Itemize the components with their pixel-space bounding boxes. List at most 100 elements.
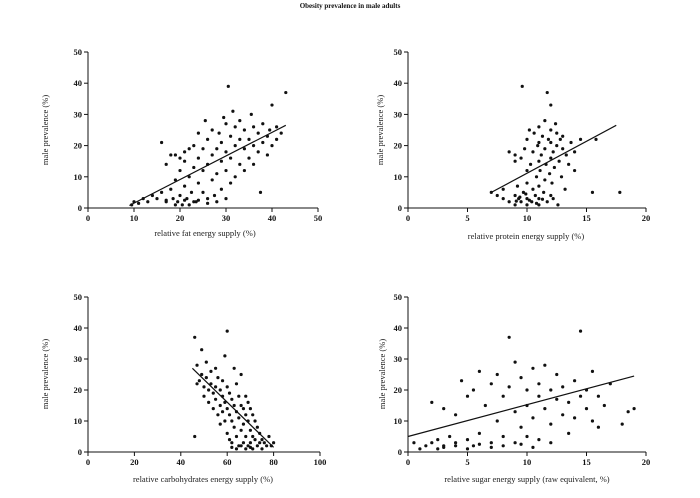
- data-point: [176, 200, 180, 204]
- data-point: [216, 376, 220, 380]
- data-point: [555, 372, 559, 377]
- data-point: [596, 425, 601, 429]
- data-point: [207, 400, 211, 404]
- data-point: [239, 444, 243, 448]
- data-point: [267, 434, 271, 439]
- data-point: [539, 153, 543, 157]
- data-point: [551, 197, 555, 201]
- y-tick-label: 10: [74, 416, 83, 426]
- data-point: [225, 385, 229, 389]
- data-point: [430, 400, 434, 404]
- data-point: [241, 441, 246, 445]
- data-point: [424, 444, 428, 448]
- y-axis-label: male prevalence (%): [40, 339, 50, 409]
- y-tick-label: 40: [394, 323, 403, 333]
- data-point: [230, 445, 234, 449]
- data-point: [218, 388, 222, 392]
- data-point: [230, 397, 234, 401]
- y-tick-label: 10: [394, 416, 403, 426]
- data-point: [233, 175, 237, 179]
- data-point: [513, 159, 517, 163]
- data-point: [206, 197, 210, 201]
- y-axis-label: male prevalence (%): [377, 339, 387, 409]
- data-point: [465, 394, 470, 398]
- x-axis-label: relative protein energy supply (%): [468, 231, 585, 241]
- data-point: [204, 376, 208, 380]
- data-point: [192, 165, 196, 170]
- data-point: [229, 181, 233, 185]
- data-point: [543, 147, 547, 151]
- data-point: [258, 190, 263, 194]
- data-point: [248, 407, 252, 411]
- data-point: [548, 172, 552, 176]
- data-point: [533, 193, 537, 198]
- data-point: [217, 131, 221, 135]
- data-point: [226, 84, 230, 88]
- x-tick-label: 0: [86, 457, 90, 467]
- data-point: [543, 407, 547, 411]
- x-tick-label: 5: [465, 213, 469, 223]
- data-point: [549, 193, 553, 198]
- data-point: [454, 413, 458, 417]
- data-point: [549, 388, 553, 392]
- data-point: [537, 140, 541, 145]
- data-point: [477, 431, 481, 435]
- x-tick-label: 20: [642, 213, 651, 223]
- x-tick-label: 30: [222, 213, 231, 223]
- data-point: [524, 192, 528, 196]
- data-point: [193, 434, 197, 439]
- data-point: [557, 159, 561, 163]
- data-point: [248, 445, 252, 449]
- data-point: [507, 385, 511, 389]
- data-point: [523, 147, 527, 151]
- data-point: [200, 372, 204, 377]
- data-point: [230, 419, 234, 423]
- data-point: [214, 385, 218, 389]
- data-point: [164, 162, 168, 166]
- data-point: [515, 184, 520, 188]
- data-point: [537, 438, 541, 442]
- data-point: [573, 379, 577, 383]
- data-point: [537, 125, 541, 129]
- data-point: [225, 407, 229, 411]
- data-point: [222, 115, 226, 120]
- data-point: [519, 425, 523, 429]
- data-point: [253, 419, 257, 423]
- data-point: [525, 181, 529, 185]
- data-point: [196, 181, 200, 185]
- data-point: [513, 193, 517, 198]
- x-tick-label: 10: [130, 213, 139, 223]
- data-point: [237, 394, 241, 398]
- data-point: [251, 434, 255, 439]
- data-point: [234, 434, 239, 439]
- data-point: [237, 444, 241, 448]
- y-tick-label: 30: [394, 354, 403, 364]
- data-point: [180, 203, 184, 207]
- data-point: [187, 203, 191, 207]
- data-point: [239, 403, 243, 408]
- data-point: [532, 131, 536, 135]
- data-point: [202, 385, 206, 389]
- data-point: [279, 131, 283, 135]
- data-point: [160, 190, 164, 194]
- data-point: [237, 416, 241, 420]
- data-point: [224, 122, 228, 126]
- data-point: [169, 187, 173, 191]
- y-axis-label: male prevalence (%): [375, 95, 385, 165]
- y-tick-label: 10: [394, 172, 403, 182]
- data-point: [258, 441, 262, 445]
- data-point: [448, 434, 452, 439]
- x-tick-label: 40: [177, 457, 186, 467]
- data-point: [477, 369, 481, 373]
- data-point: [207, 388, 211, 392]
- data-point: [210, 128, 214, 132]
- data-point: [525, 168, 529, 173]
- x-tick-label: 0: [406, 213, 410, 223]
- data-point: [537, 197, 541, 201]
- data-point: [160, 140, 164, 145]
- x-tick-label: 20: [642, 457, 651, 467]
- data-point: [223, 354, 227, 358]
- data-point: [201, 168, 205, 173]
- data-point: [531, 366, 535, 370]
- data-point: [206, 201, 210, 205]
